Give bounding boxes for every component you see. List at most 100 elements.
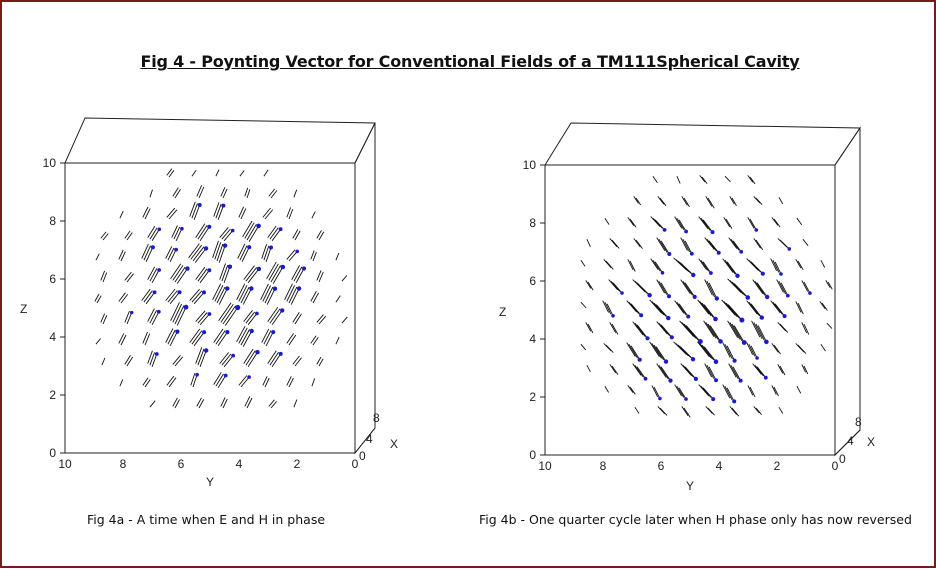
vector-arrow <box>335 336 340 345</box>
vector-arrow <box>752 279 764 295</box>
vector-arrow <box>149 400 156 408</box>
vector-arrow <box>271 228 281 242</box>
arrowhead <box>152 290 157 295</box>
vector-arrow <box>212 240 219 258</box>
arrowhead <box>697 339 703 344</box>
vector-arrow <box>680 363 692 376</box>
vector-arrow <box>220 397 226 407</box>
vector-arrow <box>746 342 754 355</box>
vector-arrow <box>318 315 327 325</box>
z-axis-a: 0 2 4 6 8 10 Z <box>20 156 65 460</box>
arrowhead <box>684 397 688 401</box>
vector-arrow <box>636 282 650 296</box>
vector-arrow <box>145 247 154 262</box>
arrowhead <box>296 286 302 291</box>
vector-arrow <box>189 288 200 301</box>
vector-arrow <box>604 385 609 393</box>
y-axis-label: Y <box>686 479 694 493</box>
arrowhead <box>714 378 718 383</box>
vector-arrow <box>142 331 148 344</box>
vector-arrow <box>198 186 205 199</box>
vector-arrow <box>609 238 618 248</box>
vector-arrow <box>142 206 149 218</box>
vector-arrow <box>124 230 131 239</box>
arrowhead <box>716 250 721 255</box>
vector-arrow <box>732 240 742 253</box>
vector-arrow <box>697 341 710 358</box>
z-tick-label: 4 <box>49 330 56 344</box>
vector-arrow <box>772 260 780 273</box>
vector-arrow <box>681 406 689 416</box>
vector-arrow <box>633 238 641 248</box>
vector-arrow <box>731 197 737 207</box>
vector-arrow <box>629 218 637 228</box>
vector-arrow <box>706 238 717 252</box>
vector-arrow <box>240 286 250 304</box>
vector-arrow <box>604 217 610 225</box>
arrowhead <box>175 329 180 334</box>
vector-arrow <box>288 286 298 304</box>
vector-arrow <box>797 344 807 355</box>
vector-arrow <box>702 261 712 274</box>
x-tick-label: 4 <box>366 432 373 446</box>
vector-arrow <box>312 251 317 262</box>
vector-arrow <box>729 322 741 340</box>
vector-arrow <box>318 358 324 367</box>
vector-arrow <box>654 261 663 274</box>
y-axis-b: 10 8 6 4 2 0 Y <box>538 459 838 493</box>
vector-arrow <box>244 396 251 407</box>
arrowhead <box>247 245 252 250</box>
vector-arrow <box>682 364 695 378</box>
arrowhead <box>714 296 719 301</box>
vector-arrow <box>261 244 268 259</box>
vector-arrow <box>698 384 710 397</box>
vector-arrow <box>218 245 226 263</box>
arrowhead <box>227 264 233 269</box>
vector-arrow <box>247 313 258 326</box>
vector-arrow <box>603 343 612 352</box>
vector-arrow <box>165 328 174 343</box>
vector-arrow <box>659 407 668 416</box>
vector-arrow <box>676 301 687 316</box>
arrowhead <box>785 293 790 298</box>
vector-arrow <box>149 268 158 282</box>
vector-arrow <box>144 208 151 220</box>
arrowhead <box>269 245 273 250</box>
vector-arrow <box>774 303 785 317</box>
vector-arrow <box>263 330 272 345</box>
vector-arrow <box>660 324 673 338</box>
vector-arrow <box>660 240 670 255</box>
vector-arrow <box>221 264 229 282</box>
vector-arrow <box>172 303 183 323</box>
vector-arrow <box>288 251 298 262</box>
y-tick-label: 8 <box>120 457 127 471</box>
vector-arrow <box>118 292 126 302</box>
vector-arrow <box>756 282 768 298</box>
vector-arrow <box>271 353 282 368</box>
arrowhead <box>271 330 276 335</box>
vector-arrow <box>681 322 697 339</box>
arrowhead <box>256 223 261 229</box>
vector-arrow <box>143 245 152 261</box>
arrowhead <box>755 356 759 360</box>
figure-title: Fig 4 - Poynting Vector for Conventional… <box>140 52 800 71</box>
vector-arrow <box>247 351 258 368</box>
arrowhead <box>732 399 737 404</box>
vector-arrow <box>221 353 232 366</box>
vector-arrow <box>636 324 648 339</box>
vector-arrow <box>699 343 712 359</box>
vector-arrow <box>100 231 107 239</box>
vector-arrow <box>750 303 763 318</box>
y-tick-label: 4 <box>716 459 723 473</box>
vector-arrow <box>238 375 248 386</box>
arrowhead <box>611 314 615 318</box>
arrowhead <box>686 314 691 319</box>
vector-arrow <box>292 311 300 323</box>
vector-arrow <box>102 272 108 283</box>
vector-arrow <box>268 399 275 407</box>
arrowhead <box>255 311 259 316</box>
vector-arrow <box>652 217 663 229</box>
vector-arrow <box>770 300 781 314</box>
vector-arrow <box>174 399 180 409</box>
vector-arrow <box>293 189 298 198</box>
